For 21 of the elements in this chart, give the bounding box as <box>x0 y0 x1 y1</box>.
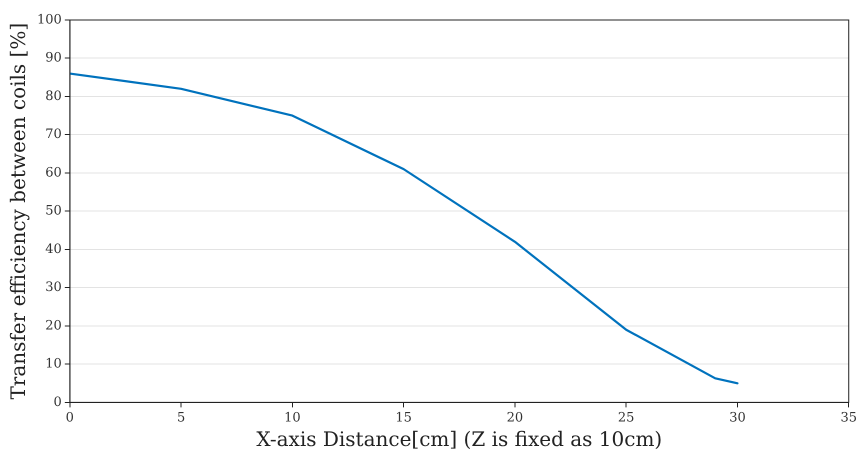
y-tick-label: 0 <box>54 394 62 410</box>
y-tick-label: 100 <box>36 12 62 28</box>
y-tick-label: 30 <box>45 280 62 296</box>
x-axis-title: X-axis Distance[cm] (Z is fixed as 10cm) <box>256 427 662 452</box>
y-tick-label: 90 <box>45 50 62 66</box>
y-tick-label: 50 <box>45 204 62 219</box>
y-tick-label: 20 <box>45 318 62 334</box>
y-tick-label: 10 <box>45 356 62 372</box>
x-tick-label: 35 <box>840 410 857 426</box>
x-tick-label: 30 <box>729 410 746 426</box>
y-axis-title: Transfer efficiency between coils [%] <box>6 22 30 400</box>
x-tick-label: 5 <box>176 410 186 426</box>
x-tick-label: 20 <box>506 410 524 426</box>
x-tick-label: 10 <box>284 410 301 426</box>
x-tick-label: 0 <box>66 410 74 426</box>
x-tick-label: 15 <box>395 410 412 426</box>
x-tick-label: 25 <box>618 410 634 426</box>
y-tick-label: 70 <box>45 127 62 142</box>
y-tick-label: 60 <box>45 165 62 180</box>
y-tick-label: 80 <box>45 88 62 104</box>
y-tick-label: 40 <box>45 242 62 257</box>
